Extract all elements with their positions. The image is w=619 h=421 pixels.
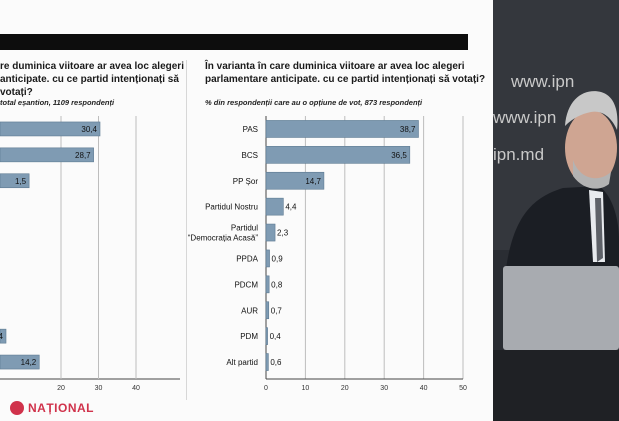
bar xyxy=(0,121,101,137)
bar-value-label: 4 xyxy=(0,332,4,341)
video-feed: www.ipn www.ipn ipn.md xyxy=(493,0,619,421)
bar-value-label: 14,7 xyxy=(305,177,321,186)
category-label: PP Șor xyxy=(233,177,259,186)
bar xyxy=(265,301,270,320)
bar xyxy=(0,173,30,189)
x-tick-label: 40 xyxy=(420,385,428,392)
backdrop-text-2: www.ipn xyxy=(493,108,557,127)
category-label: PDM xyxy=(240,332,258,341)
bar-value-label: 0,7 xyxy=(271,306,283,315)
laptop xyxy=(503,266,619,350)
left-subtitle: total eșantion, 1109 respondenți xyxy=(0,98,115,107)
bar xyxy=(265,353,269,371)
bar-value-label: 0,9 xyxy=(272,254,284,263)
bar-value-label: 14,2 xyxy=(21,358,37,367)
left-question-line1: re duminica viitoare ar avea loc alegeri xyxy=(0,61,184,72)
bar xyxy=(265,120,419,138)
bar xyxy=(265,275,270,294)
bar-value-label: 0,8 xyxy=(271,280,283,289)
bar xyxy=(265,146,411,164)
right-subtitle: % din respondenții care au o opțiune de … xyxy=(205,98,423,107)
bar xyxy=(265,223,276,242)
x-tick-label: 50 xyxy=(459,385,467,392)
category-label: AUR xyxy=(241,306,258,315)
right-question: În varianta în care duminica viitoare ar… xyxy=(205,60,490,86)
category-label: PDCM xyxy=(234,280,258,289)
bar xyxy=(0,328,7,344)
x-tick-label: 30 xyxy=(380,385,388,392)
presentation-screen: re duminica viitoare ar avea loc alegeri… xyxy=(0,0,493,421)
right-question-line1: În varianta în care duminica viitoare ar… xyxy=(205,61,465,72)
left-chart: 20 30 40 30,4 28,7 1,5 4 14,2 xyxy=(0,116,180,392)
bar-value-label: 1,5 xyxy=(15,177,27,186)
x-tick-label: 40 xyxy=(132,385,140,392)
bar xyxy=(265,249,270,268)
x-tick-label: 20 xyxy=(341,385,349,392)
category-label: BCS xyxy=(242,151,258,160)
backdrop-text-3: ipn.md xyxy=(493,145,545,164)
bar-value-label: 38,7 xyxy=(400,125,416,134)
category-label: “Democrația Acasă” xyxy=(188,234,259,243)
category-label: Alt partid xyxy=(226,358,258,367)
bar xyxy=(0,354,40,370)
bar-value-label: 28,7 xyxy=(75,151,91,160)
left-question-line2: anticipate. cu ce partid intenționați să… xyxy=(0,74,179,98)
bar-value-label: 0,4 xyxy=(270,332,282,341)
bar xyxy=(0,147,94,163)
bar-value-label: 2,3 xyxy=(277,229,289,238)
slide-top-bar xyxy=(0,34,468,50)
x-tick-label: 20 xyxy=(57,385,65,392)
right-chart: 0 10 20 30 40 50 38,7 PAS 36,5 BCS 14,7 PP Șor 4,4 Pa… xyxy=(188,116,467,392)
desk xyxy=(493,350,619,421)
x-tick-label: 30 xyxy=(95,385,103,392)
category-label: Partidul xyxy=(231,224,258,233)
x-tick-label: 10 xyxy=(302,385,310,392)
slide-divider xyxy=(186,60,187,400)
bar xyxy=(265,197,284,216)
logo-text: NAȚIONAL xyxy=(28,401,94,415)
category-label: PPDA xyxy=(236,254,258,263)
left-question: re duminica viitoare ar avea loc alegeri… xyxy=(0,60,186,99)
right-question-line2: parlamentare anticipate. cu ce partid in… xyxy=(205,74,486,85)
bar-value-label: 0,6 xyxy=(270,358,282,367)
backdrop-text-1: www.ipn xyxy=(511,72,575,91)
category-label: Partidul Nostru xyxy=(205,203,258,212)
national-logo: NAȚIONAL xyxy=(10,401,94,415)
x-tick-label: 0 xyxy=(264,385,268,392)
logo-mark-icon xyxy=(10,401,24,415)
bar xyxy=(265,327,268,345)
bar xyxy=(265,171,325,190)
bar-value-label: 30,4 xyxy=(81,125,97,134)
category-label: PAS xyxy=(243,125,258,134)
bar-value-label: 36,5 xyxy=(391,151,407,160)
bar-value-label: 4,4 xyxy=(285,203,297,212)
